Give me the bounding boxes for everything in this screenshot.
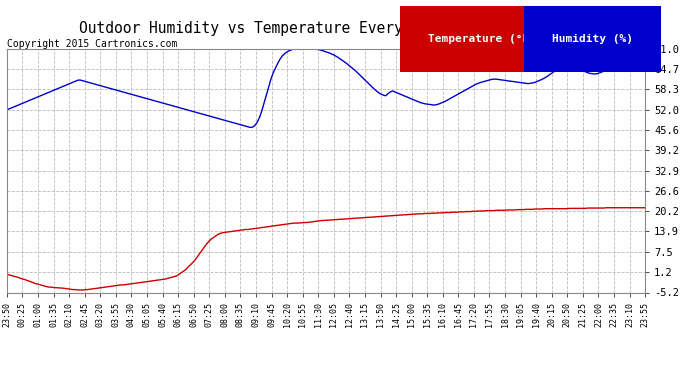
Text: Copyright 2015 Cartronics.com: Copyright 2015 Cartronics.com (7, 39, 177, 50)
Text: Outdoor Humidity vs Temperature Every 5 Minutes 20150220: Outdoor Humidity vs Temperature Every 5 … (79, 21, 569, 36)
Text: Humidity (%): Humidity (%) (552, 34, 633, 44)
Text: Temperature (°F): Temperature (°F) (428, 34, 536, 44)
